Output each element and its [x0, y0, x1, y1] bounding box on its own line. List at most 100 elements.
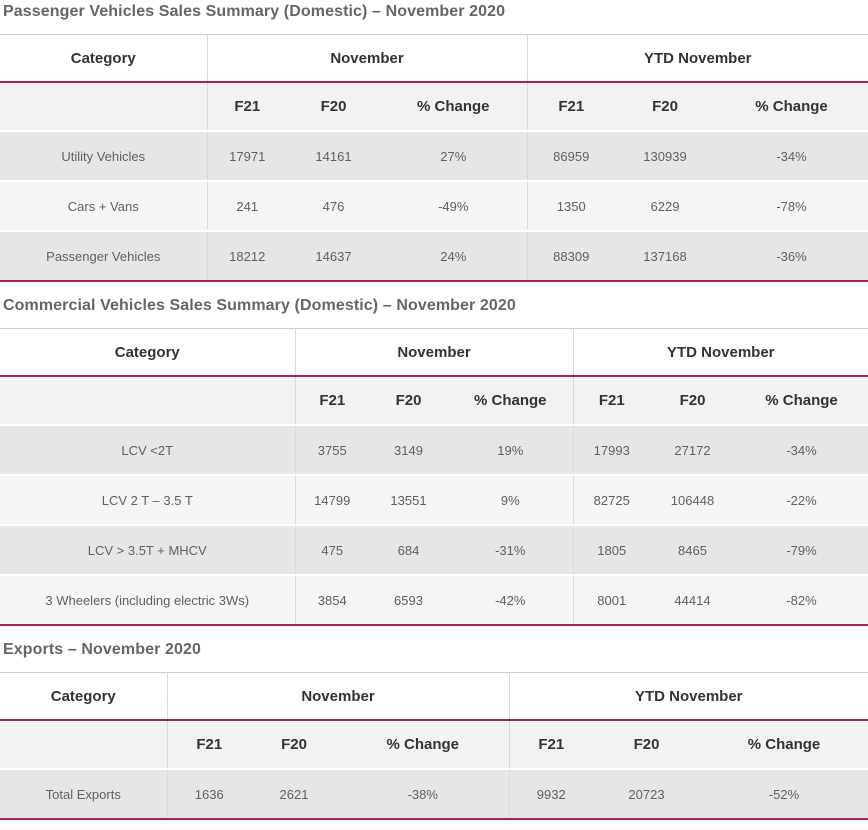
value-cell: -22%	[735, 474, 868, 525]
value-cell: 684	[369, 524, 448, 575]
value-cell: 20723	[593, 768, 700, 819]
value-cell: 27172	[650, 424, 735, 475]
value-cell: -78%	[715, 180, 868, 231]
category-cell: LCV 2 T – 3.5 T	[0, 474, 296, 525]
subheader-cell: % Change	[700, 720, 868, 769]
subheader-cell: F20	[615, 82, 715, 131]
subheader-cell: F21	[527, 82, 615, 131]
section-title: Passenger Vehicles Sales Summary (Domest…	[3, 3, 506, 20]
table-row: Utility Vehicles 17971 14161 27% 86959 130939…	[0, 130, 868, 181]
column-header-category: Category	[0, 328, 296, 377]
table-row: 3 Wheelers (including electric 3Ws) 3854 6…	[0, 574, 868, 625]
value-cell: 8001	[573, 574, 650, 625]
group-header-ytd-november: YTD November	[509, 672, 868, 721]
sales-table: Category November YTD November F21 F20% Chan…	[0, 672, 868, 820]
subheader-cell: F20	[251, 720, 337, 769]
value-cell: 27%	[380, 130, 528, 181]
value-cell: 8465	[650, 524, 735, 575]
subheader-cell: % Change	[448, 376, 574, 425]
table-row: Cars + Vans 241 476 -49% 1350 6229 -78%	[0, 180, 868, 231]
value-cell: 476	[287, 180, 380, 231]
category-cell: Passenger Vehicles	[0, 230, 208, 281]
table-header-row: Category November YTD November	[0, 34, 868, 83]
subheader-blank-cell	[0, 82, 208, 131]
value-cell: 19%	[448, 424, 574, 475]
table-subheader-row: F21 F20% Change F21 F20% Change	[0, 82, 868, 131]
value-cell: 106448	[650, 474, 735, 525]
group-header-november: November	[167, 672, 510, 721]
category-cell: Utility Vehicles	[0, 130, 208, 181]
table-row: LCV 2 T – 3.5 T 14799 13551 9% 82725 106448 -2…	[0, 474, 868, 525]
report-section: Exports – November 2020 Category November Y…	[0, 641, 868, 820]
report-section: Commercial Vehicles Sales Summary (Domes…	[0, 297, 868, 626]
sales-table: Category November YTD November F21 F20% Chan…	[0, 34, 868, 282]
value-cell: -38%	[337, 768, 510, 819]
value-cell: 1636	[167, 768, 251, 819]
value-cell: 17993	[573, 424, 650, 475]
value-cell: 475	[295, 524, 369, 575]
value-cell: -36%	[715, 230, 868, 281]
category-cell: Total Exports	[0, 768, 168, 819]
value-cell: -42%	[448, 574, 574, 625]
value-cell: 6229	[615, 180, 715, 231]
subheader-cell: % Change	[735, 376, 868, 425]
subheader-cell: F21	[509, 720, 593, 769]
value-cell: 88309	[527, 230, 615, 281]
subheader-cell: % Change	[715, 82, 868, 131]
value-cell: 2621	[251, 768, 337, 819]
table-row: LCV > 3.5T + MHCV 475 684 -31% 1805 8465 -79%	[0, 524, 868, 575]
value-cell: 18212	[207, 230, 287, 281]
value-cell: -34%	[735, 424, 868, 475]
category-cell: 3 Wheelers (including electric 3Ws)	[0, 574, 296, 625]
subheader-cell: F20	[593, 720, 700, 769]
subheader-cell: % Change	[337, 720, 510, 769]
value-cell: 1350	[527, 180, 615, 231]
subheader-cell: % Change	[380, 82, 528, 131]
column-header-category: Category	[0, 672, 168, 721]
value-cell: 9932	[509, 768, 593, 819]
table-header-row: Category November YTD November	[0, 672, 868, 721]
value-cell: -49%	[380, 180, 528, 231]
value-cell: 14637	[287, 230, 380, 281]
group-header-ytd-november: YTD November	[527, 34, 868, 83]
sales-table: Category November YTD November F21 F20% Chan…	[0, 328, 868, 626]
value-cell: -79%	[735, 524, 868, 575]
table-subheader-row: F21 F20% Change F21 F20% Change	[0, 376, 868, 425]
value-cell: 137168	[615, 230, 715, 281]
section-title: Exports – November 2020	[3, 641, 201, 658]
category-cell: LCV > 3.5T + MHCV	[0, 524, 296, 575]
subheader-blank-cell	[0, 376, 296, 425]
value-cell: -82%	[735, 574, 868, 625]
table-subheader-row: F21 F20% Change F21 F20% Change	[0, 720, 868, 769]
subheader-cell: F21	[573, 376, 650, 425]
subheader-cell: F20	[650, 376, 735, 425]
subheader-cell: F21	[167, 720, 251, 769]
value-cell: 14161	[287, 130, 380, 181]
value-cell: 82725	[573, 474, 650, 525]
value-cell: 1805	[573, 524, 650, 575]
table-row: Total Exports 1636 2621 -38% 9932 20723 -52%	[0, 768, 868, 819]
table-row: LCV <2T 3755 3149 19% 17993 27172 -34%	[0, 424, 868, 475]
report-section: Passenger Vehicles Sales Summary (Domest…	[0, 0, 868, 282]
column-header-category: Category	[0, 34, 208, 83]
value-cell: 3755	[295, 424, 369, 475]
value-cell: 44414	[650, 574, 735, 625]
section-title: Commercial Vehicles Sales Summary (Domes…	[3, 297, 516, 314]
subheader-cell: F21	[295, 376, 369, 425]
value-cell: 13551	[369, 474, 448, 525]
value-cell: 3854	[295, 574, 369, 625]
value-cell: 17971	[207, 130, 287, 181]
subheader-cell: F20	[369, 376, 448, 425]
group-header-november: November	[207, 34, 528, 83]
subheader-blank-cell	[0, 720, 168, 769]
value-cell: 130939	[615, 130, 715, 181]
subheader-cell: F20	[287, 82, 380, 131]
value-cell: 6593	[369, 574, 448, 625]
subheader-cell: F21	[207, 82, 287, 131]
value-cell: 86959	[527, 130, 615, 181]
category-cell: LCV <2T	[0, 424, 296, 475]
value-cell: 9%	[448, 474, 574, 525]
value-cell: -34%	[715, 130, 868, 181]
group-header-ytd-november: YTD November	[573, 328, 868, 377]
